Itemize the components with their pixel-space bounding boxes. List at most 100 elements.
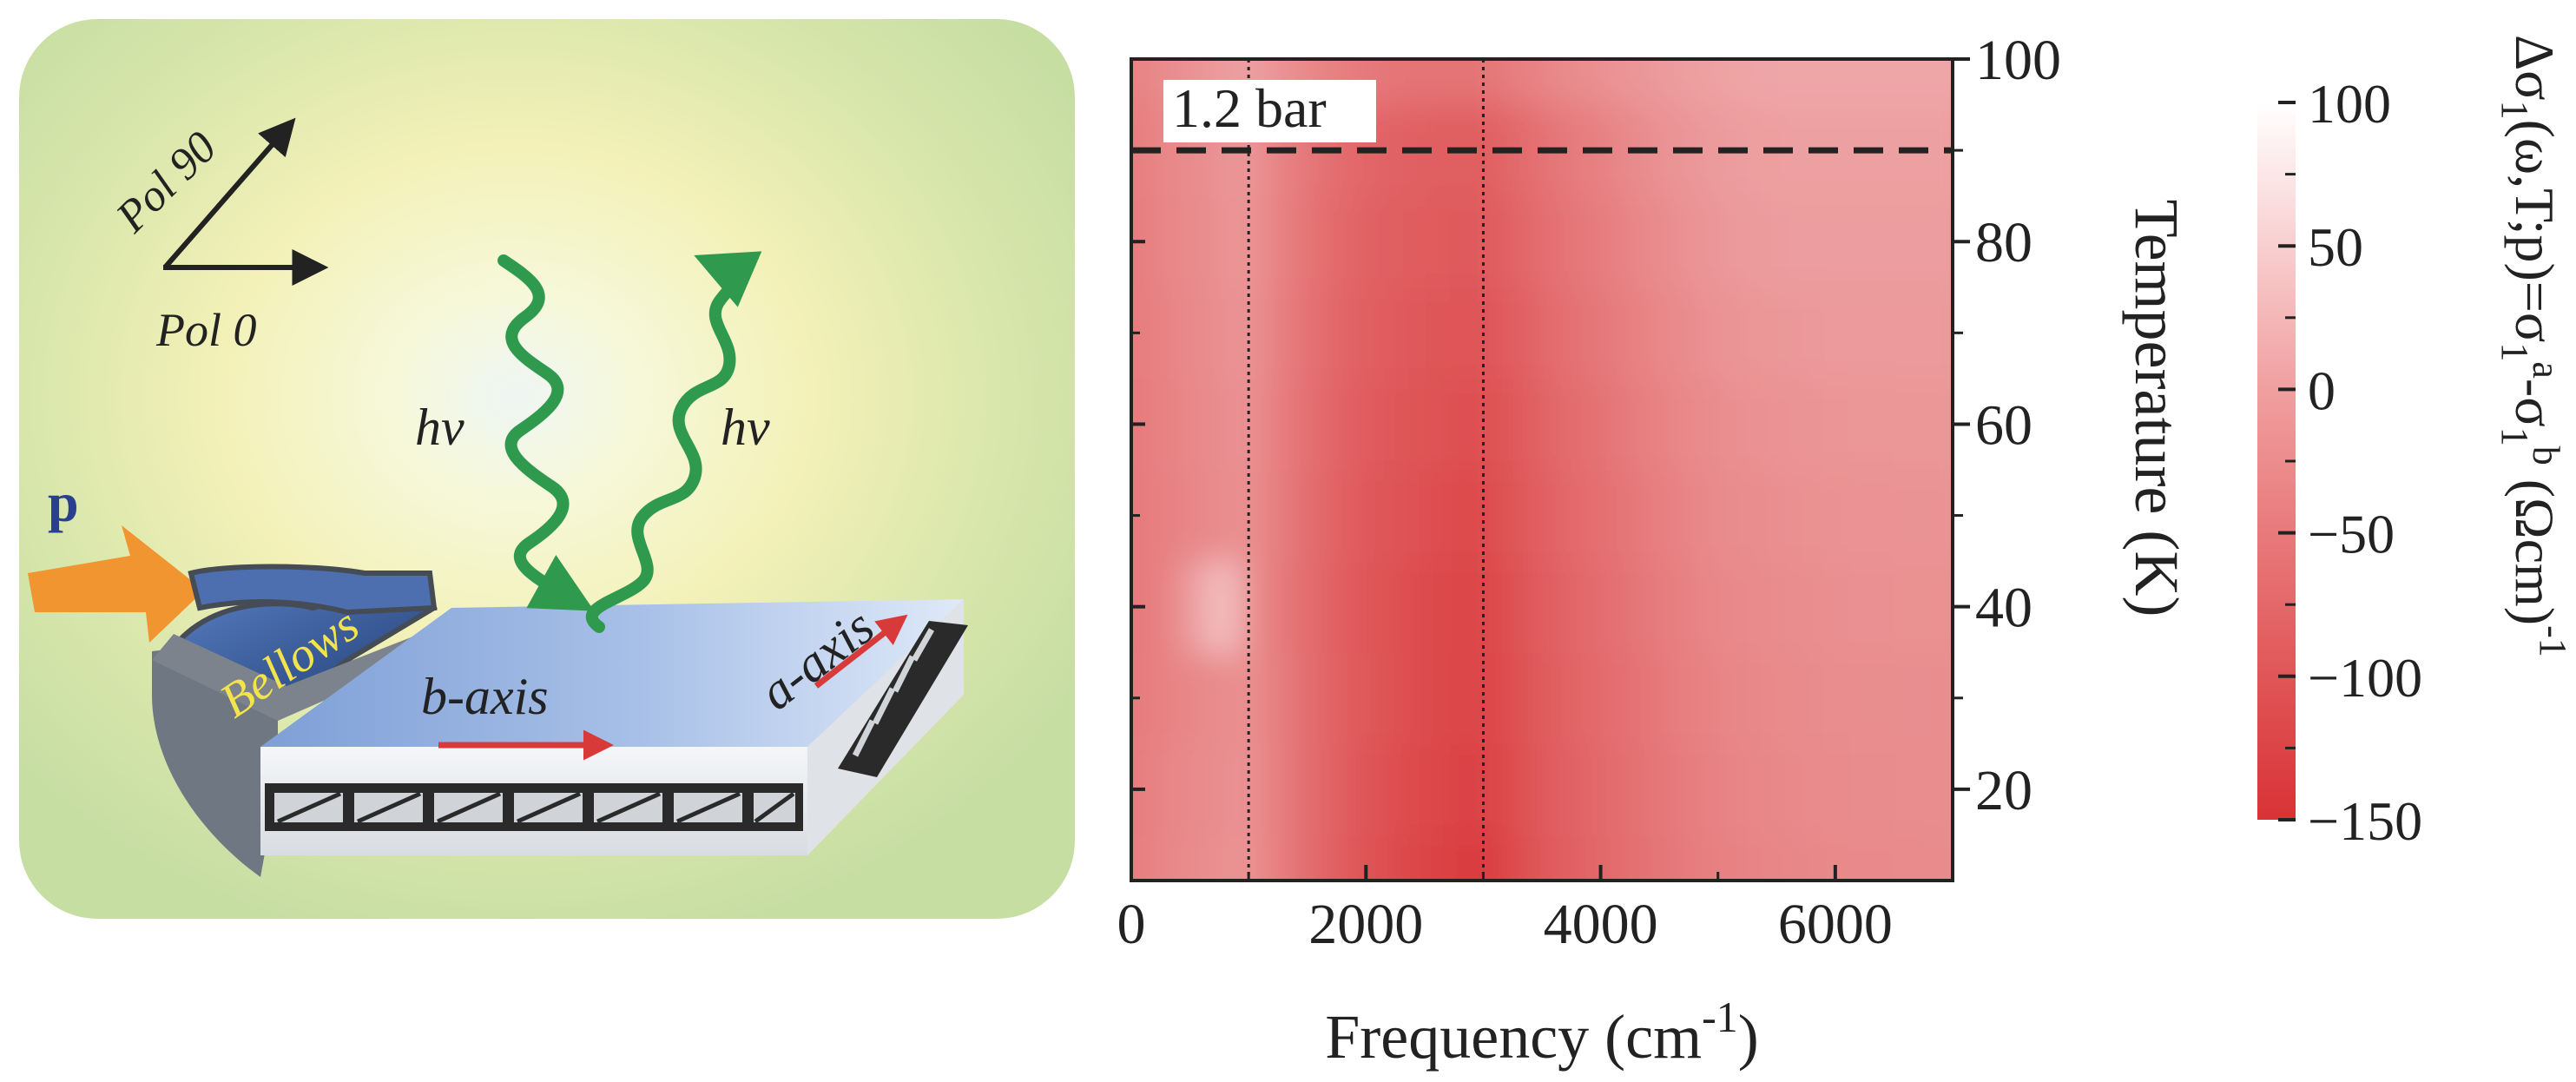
heatmap-cell [1424, 652, 1449, 745]
heatmap-cell [1659, 561, 1684, 654]
heatmap-cell [1706, 378, 1731, 471]
heatmap-cell [1636, 835, 1661, 881]
heatmap-cell [1612, 652, 1637, 745]
colorbar-tick-label: 50 [2308, 216, 2363, 278]
pol-0-label: Pol 0 [155, 304, 257, 356]
heatmap-cell [1424, 835, 1449, 881]
heatmap-cell [1143, 287, 1168, 379]
heatmap-cell [1143, 743, 1168, 836]
heatmap-cell [1377, 378, 1402, 471]
heatmap-cell [1400, 59, 1426, 106]
heatmap-cell [1917, 835, 1942, 881]
heatmap-cell [1683, 561, 1708, 654]
heatmap-cell [1940, 470, 1953, 563]
heatmap-cell [1917, 195, 1942, 288]
heatmap-cell [1424, 287, 1449, 379]
heatmap-cell [1213, 743, 1238, 836]
heatmap-cell [1307, 195, 1332, 288]
colorbar-tick-label: −100 [2308, 647, 2422, 709]
x-tick-label: 0 [1117, 893, 1146, 956]
heatmap-cell [1729, 195, 1755, 288]
heatmap-cell [1518, 195, 1543, 288]
heatmap-cell [1589, 195, 1614, 288]
heatmap-cell [1870, 835, 1895, 881]
heatmap-cell [1612, 195, 1637, 288]
heatmap-cell [1776, 561, 1802, 654]
heatmap-cell [1565, 652, 1591, 745]
heatmap-cell [1447, 743, 1472, 836]
heatmap-cell [1659, 470, 1684, 563]
heatmap-cell [1589, 287, 1614, 379]
heatmap-cell [1307, 378, 1332, 471]
heatmap-cell [1940, 59, 1953, 106]
heatmap-cell [1589, 652, 1614, 745]
heatmap-cell [1940, 378, 1953, 471]
heatmap-cell [1542, 59, 1567, 106]
heatmap-cell [1800, 59, 1825, 106]
colorbar-label: Δσ1(ω,T;p)=σ1a-σ1b (Ωcm)-1 [2494, 35, 2574, 657]
heatmap-cell [1542, 287, 1567, 379]
heatmap-cell [1823, 652, 1848, 745]
heatmap-cell [1424, 470, 1449, 563]
heatmap-cell [1823, 743, 1848, 836]
heatmap-cell [1894, 652, 1919, 745]
heatmap-cell [1894, 743, 1919, 836]
heatmap-cell [1283, 195, 1308, 288]
heatmap-cell [1166, 378, 1191, 471]
heatmap-cell [1424, 378, 1449, 471]
heatmap-cell [1683, 743, 1708, 836]
heatmap-cell [1729, 561, 1755, 654]
sample-top-surface [260, 599, 964, 747]
heatmap-cell [1260, 287, 1285, 379]
heatmap-cell [1330, 561, 1355, 654]
heatmap-cell [1612, 287, 1637, 379]
heatmap-cell [1823, 59, 1848, 106]
bellows-icon [152, 564, 486, 877]
heatmap-cell [1354, 652, 1379, 745]
heatmap-cell [1307, 287, 1332, 379]
heatmap-cell [1894, 59, 1919, 106]
heatmap-cell [1659, 652, 1684, 745]
heatmap-cell [1683, 195, 1708, 288]
heatmap-cell [1447, 652, 1472, 745]
heatmap-cell [1870, 743, 1895, 836]
heatmap-cell [1447, 470, 1472, 563]
x-tick-label: 4000 [1544, 893, 1658, 956]
heatmap-cell [1894, 287, 1919, 379]
heatmap-chart: 0 2000 4000 6000 20 40 60 80 100 1.2 bar Freque… [1117, 29, 2192, 1072]
heatmap-cell [1753, 59, 1778, 106]
heatmap-cell [1447, 59, 1472, 106]
heatmap-cell [1659, 59, 1684, 106]
heatmap-cell [1260, 561, 1285, 654]
heatmap-cell [1917, 287, 1942, 379]
heatmap-cell [1400, 287, 1426, 379]
heatmap-cell [1870, 59, 1895, 106]
colorbar-tick-label: −150 [2308, 790, 2422, 852]
heatmap-cell [1283, 287, 1308, 379]
heatmap-cell [1494, 59, 1519, 106]
heatmap-cell [1189, 287, 1215, 379]
reflected-photon-wave [585, 251, 762, 633]
heatmap-cell [1847, 287, 1872, 379]
heatmap-cell [1659, 195, 1684, 288]
x-axis-label: Frequency (cm-1) [1325, 993, 1758, 1072]
photon-out-label: hν [721, 399, 770, 456]
setup-schematic: Pol 90 Pol 0 hν hν p [19, 19, 1075, 919]
heatmap-cell [1565, 561, 1591, 654]
heatmap-cell [1894, 195, 1919, 288]
heatmap-cell [1131, 835, 1144, 881]
heatmap-cell [1494, 743, 1519, 836]
heatmap-cell [1260, 195, 1285, 288]
heatmap-cell [1683, 378, 1708, 471]
heatmap-cell [1131, 59, 1144, 106]
heatmap-cell [1612, 378, 1637, 471]
pressure-arrow-icon [28, 525, 204, 643]
heatmap-cell [1729, 743, 1755, 836]
heatmap-cell [1166, 287, 1191, 379]
heatmap-cell [1189, 470, 1215, 563]
heatmap-cell [1400, 835, 1426, 881]
front-electrode-cells [269, 788, 800, 828]
heatmap-cell [1847, 835, 1872, 881]
heatmap-cell [1589, 561, 1614, 654]
heatmap-cell [1636, 561, 1661, 654]
